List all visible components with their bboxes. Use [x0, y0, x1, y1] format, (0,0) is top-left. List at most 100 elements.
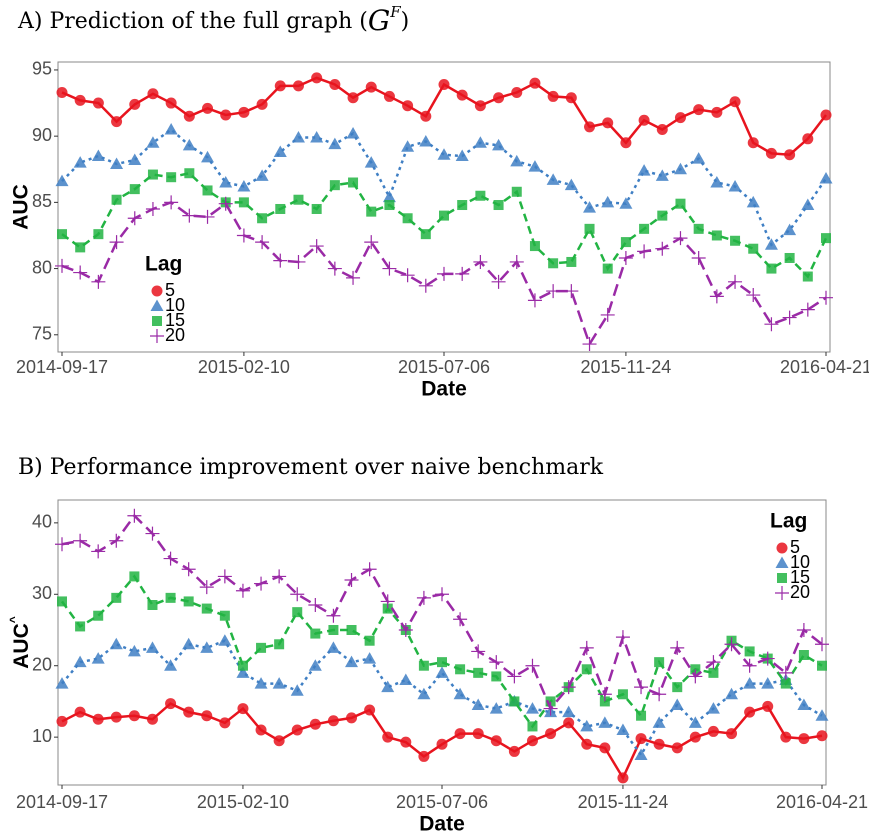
point: [527, 293, 542, 308]
point: [329, 180, 340, 191]
point: [236, 228, 251, 243]
point: [346, 625, 357, 635]
point: [182, 637, 196, 650]
point: [474, 100, 486, 112]
point: [437, 657, 447, 668]
point: [565, 92, 577, 104]
point: [91, 274, 106, 289]
point: [654, 657, 665, 668]
point: [127, 644, 141, 657]
point: [797, 698, 811, 710]
point: [417, 687, 431, 700]
point: [453, 687, 467, 700]
point: [546, 284, 561, 299]
point: [782, 310, 797, 325]
x-tick-label: 2016-04-21: [780, 357, 869, 377]
legend-label: 15: [790, 567, 810, 587]
point: [456, 89, 468, 101]
point: [492, 138, 506, 151]
point: [274, 639, 285, 650]
point: [218, 196, 233, 211]
point: [634, 748, 648, 760]
point: [528, 160, 542, 172]
point: [529, 77, 541, 89]
point: [402, 100, 414, 112]
point: [454, 728, 466, 740]
point: [489, 655, 504, 670]
point: [111, 116, 123, 128]
point: [291, 254, 306, 269]
point: [56, 86, 68, 98]
point: [439, 210, 449, 221]
point: [655, 241, 670, 256]
series: [57, 168, 831, 282]
point: [73, 533, 88, 548]
y-tick-label: 75: [32, 324, 52, 344]
point: [510, 154, 524, 167]
point: [363, 652, 377, 664]
text-part: AUC: [10, 623, 33, 669]
point: [815, 637, 829, 652]
x-tick-label: 2015-02-10: [197, 792, 289, 812]
point: [57, 229, 67, 240]
point: [580, 719, 594, 732]
point: [398, 623, 413, 637]
point: [584, 121, 596, 133]
point: [815, 709, 829, 721]
point: [129, 184, 140, 195]
point: [109, 533, 124, 548]
point: [310, 130, 324, 143]
point: [637, 244, 652, 259]
x-tick-label: 2015-07-06: [396, 792, 488, 812]
point: [220, 109, 232, 121]
text-part: A) Prediction of the full graph (: [17, 9, 368, 34]
point: [436, 738, 448, 750]
point: [384, 200, 395, 211]
point: [146, 136, 160, 148]
point: [273, 253, 288, 268]
series: [56, 72, 832, 161]
point: [236, 666, 250, 678]
point: [93, 229, 104, 240]
point: [455, 266, 470, 281]
point: [145, 201, 160, 216]
point: [308, 598, 323, 612]
point: [291, 724, 303, 736]
point: [237, 660, 248, 671]
point: [638, 114, 650, 126]
point: [311, 203, 322, 214]
point: [145, 526, 160, 541]
point: [110, 711, 122, 723]
point: [582, 337, 597, 352]
point: [364, 635, 375, 646]
point: [437, 266, 451, 281]
point: [235, 583, 250, 598]
point: [128, 710, 140, 722]
point: [346, 127, 360, 139]
point: [599, 742, 611, 754]
point: [692, 152, 706, 164]
point: [706, 702, 720, 714]
point: [418, 660, 429, 671]
point: [816, 730, 828, 742]
point: [693, 104, 705, 116]
point: [546, 173, 560, 185]
y-tick-label: 30: [32, 583, 52, 603]
point: [55, 174, 69, 187]
point: [689, 731, 701, 743]
point: [238, 106, 250, 118]
point: [366, 206, 377, 217]
point: [91, 652, 105, 664]
x-tick-label: 2015-11-24: [581, 357, 672, 377]
point: [111, 592, 122, 603]
point: [783, 223, 797, 236]
point: [729, 96, 741, 108]
point: [491, 671, 502, 682]
point: [707, 725, 719, 737]
point: [311, 72, 323, 84]
point: [775, 556, 789, 568]
point: [746, 288, 761, 303]
point: [290, 587, 305, 602]
point: [653, 738, 665, 750]
point: [435, 587, 449, 602]
